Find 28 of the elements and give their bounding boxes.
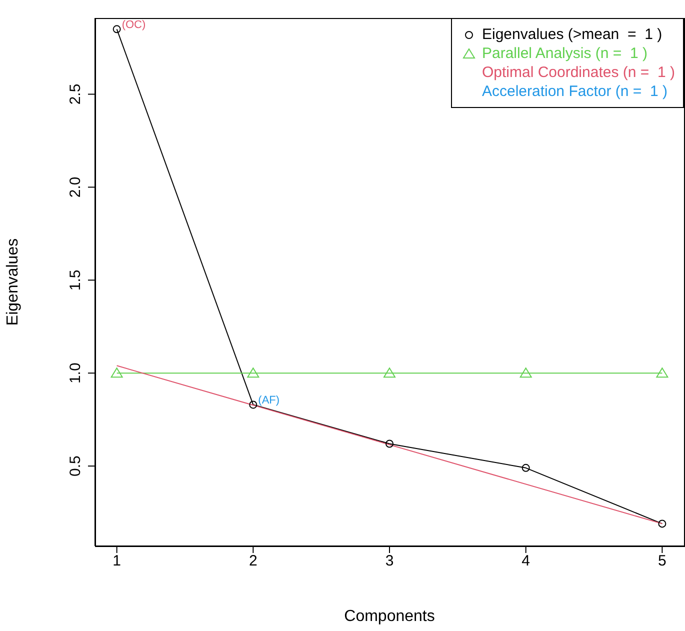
text: Optimal Coordinates (n = 1 ) — [482, 63, 675, 82]
annotation: (OC) — [122, 18, 146, 31]
point — [386, 440, 394, 448]
y-tick-label: 1.5 — [67, 270, 84, 291]
legend-label: Parallel Analysis (n = 1 ) — [482, 44, 648, 63]
point — [658, 520, 666, 528]
x-tick-label: 3 — [385, 552, 394, 570]
point — [520, 368, 532, 378]
y-tick-label: 2.0 — [67, 176, 84, 198]
point — [247, 368, 260, 378]
y-tick-label: 0.5 — [67, 456, 84, 476]
y-axis-title: Eigenvalues — [4, 238, 22, 326]
point — [522, 464, 530, 472]
point — [384, 368, 396, 378]
x-tick-label: 5 — [658, 552, 666, 570]
x-tick-label: 2 — [248, 552, 258, 570]
legend-label: Eigenvalues (>mean = 1 ) — [482, 25, 662, 44]
annotation: (AF) — [258, 394, 280, 407]
y-tick-label: 2.5 — [67, 84, 84, 105]
x-tick-label: 4 — [522, 552, 530, 570]
legend-label: Acceleration Factor (n = 1 ) — [482, 82, 668, 101]
x-tick-label: 1 — [112, 552, 121, 570]
point — [656, 368, 668, 378]
point — [112, 25, 121, 34]
y-tick-label: 1.0 — [67, 362, 84, 384]
point — [249, 400, 258, 409]
point — [110, 368, 123, 378]
x-axis-title: Components — [344, 608, 435, 625]
